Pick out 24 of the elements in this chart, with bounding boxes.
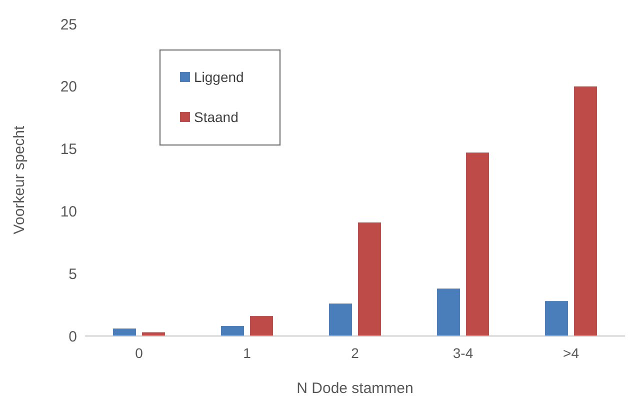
y-tick-label: 20 [60, 78, 77, 96]
bar [250, 316, 273, 336]
x-tick-label: 0 [135, 345, 144, 361]
bar [437, 288, 460, 336]
bar [545, 301, 568, 336]
y-tick-label: 10 [60, 203, 77, 220]
bar [574, 86, 597, 336]
y-tick-label: 25 [60, 16, 77, 34]
bar [358, 222, 381, 336]
x-tick-label: 1 [243, 345, 252, 361]
x-tick-label: 3-4 [452, 345, 474, 361]
x-tick-label: >4 [563, 345, 580, 361]
y-axis-title: Voorkeur specht [11, 124, 28, 234]
y-tick-label: 15 [60, 141, 77, 158]
bar [466, 152, 489, 336]
x-axis-title: N Dode stammen [296, 380, 414, 397]
y-tick-label: 0 [68, 328, 77, 346]
bar [329, 304, 352, 336]
bar [113, 328, 136, 336]
x-tick-label: 2 [351, 345, 360, 361]
y-tick-label: 5 [68, 266, 77, 283]
bar [221, 326, 244, 336]
legend-label: Staand [194, 108, 238, 125]
legend-label: Liggend [194, 68, 244, 85]
